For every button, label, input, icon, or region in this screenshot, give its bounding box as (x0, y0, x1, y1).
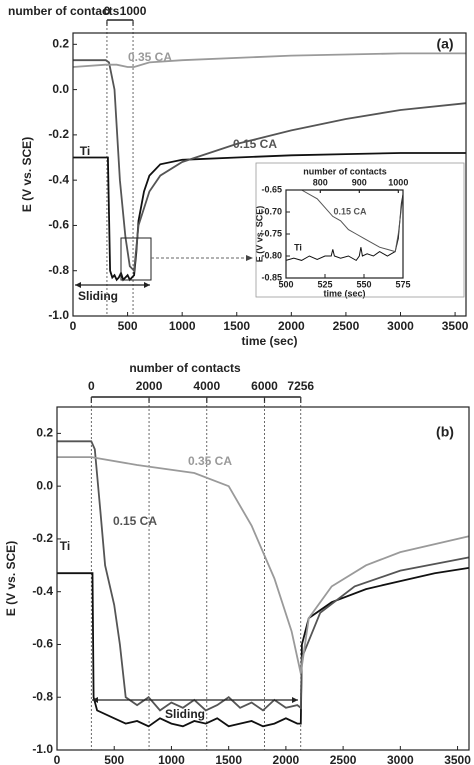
y-tick-label: 0.2 (36, 426, 53, 440)
annotation: 0.35 CA (188, 454, 232, 468)
y-tick-label: -0.65 (261, 184, 282, 194)
inset-frame (255, 162, 465, 298)
top-tick-label: 900 (352, 177, 367, 187)
panel-label: (b) (436, 424, 454, 440)
top-tick-label: 7256 (287, 379, 314, 393)
x-tick-label: 3500 (444, 753, 471, 765)
top-tick-label: 1000 (388, 177, 408, 187)
x-tick-label: 500 (118, 319, 138, 333)
x-tick-label: 500 (278, 279, 293, 289)
x-tick-label: 1500 (223, 319, 250, 333)
top-axis-title: number of contacts (8, 4, 120, 18)
x-tick-label: 1000 (158, 753, 185, 765)
plot-frame (72, 32, 467, 317)
y-tick-label: 0.2 (52, 36, 69, 50)
plot-area (286, 190, 403, 278)
annotation: Sliding (78, 289, 118, 303)
x-tick-label: 1000 (169, 319, 196, 333)
x-tick-label: 2500 (330, 753, 357, 765)
x-tick-label: 575 (395, 279, 410, 289)
y-tick-label: -0.85 (261, 272, 282, 282)
panel-label: (a) (436, 36, 453, 52)
series-line (57, 456, 470, 674)
x-tick-label: 500 (104, 753, 124, 765)
top-tick-label: 2000 (136, 379, 163, 393)
annotation: Ti (294, 242, 302, 252)
x-tick-label: 3500 (442, 319, 469, 333)
annotation: Ti (60, 539, 70, 553)
annotation: Ti (80, 144, 90, 158)
top-axis-title: number of contacts (303, 166, 387, 176)
plot-frame (56, 406, 470, 751)
y-tick-label: 0.0 (52, 82, 69, 96)
top-tick-label: 800 (313, 177, 328, 187)
annotation: 0.15 CA (113, 514, 157, 528)
x-tick-label: 550 (356, 279, 371, 289)
x-tick-label: 3000 (387, 319, 414, 333)
zoom-box (120, 237, 152, 281)
x-tick-label: 2000 (273, 753, 300, 765)
x-tick-label: 1500 (215, 753, 242, 765)
x-axis-title: time (sec) (323, 288, 365, 298)
x-tick-label: 0 (70, 319, 77, 333)
top-tick-label: 4000 (193, 379, 220, 393)
y-tick-label: -0.80 (261, 250, 282, 260)
zoom-arrow-head (246, 255, 253, 261)
y-tick-label: -0.6 (48, 218, 69, 232)
annotation: 0.15 CA (233, 137, 277, 151)
annotation: 0.15 CA (333, 206, 367, 216)
x-axis-title: time (sec) (241, 334, 297, 348)
y-tick-label: -0.8 (48, 263, 69, 277)
series-line (72, 52, 466, 68)
top-tick-label: 1000 (120, 4, 147, 18)
plot-area (57, 407, 469, 750)
top-tick-label: 6000 (251, 379, 278, 393)
y-tick-label: -0.2 (32, 531, 53, 545)
top-tick-label: 0 (104, 4, 111, 18)
y-axis-title: E (V vs. SCE) (4, 541, 18, 616)
y-axis-title: E (V vs. SCE) (20, 137, 34, 212)
top-tick-label: 0 (88, 379, 95, 393)
y-tick-label: -0.8 (32, 689, 53, 703)
top-axis-title: number of contacts (129, 361, 241, 375)
y-axis-title: E (V vs. SCE) (254, 206, 264, 263)
x-tick-label: 0 (54, 753, 61, 765)
annotation: 0.35 CA (128, 50, 172, 64)
y-tick-label: -0.6 (32, 637, 53, 651)
x-tick-label: 525 (317, 279, 332, 289)
series-line (57, 567, 470, 728)
x-tick-label: 3000 (387, 753, 414, 765)
y-tick-label: -0.75 (261, 228, 282, 238)
series-line (73, 152, 466, 282)
y-tick-label: -0.4 (32, 584, 53, 598)
series-line (73, 59, 467, 273)
x-tick-label: 2500 (333, 319, 360, 333)
y-tick-label: -1.0 (48, 308, 69, 322)
y-tick-label: -1.0 (32, 742, 53, 756)
series-line (285, 194, 404, 262)
series-line (57, 440, 470, 712)
y-tick-label: 0.0 (36, 478, 53, 492)
x-tick-label: 2000 (278, 319, 305, 333)
annotation: Sliding (165, 707, 205, 721)
y-tick-label: -0.2 (48, 127, 69, 141)
y-tick-label: -0.4 (48, 172, 69, 186)
series-line (301, 189, 404, 253)
y-tick-label: -0.70 (261, 206, 282, 216)
